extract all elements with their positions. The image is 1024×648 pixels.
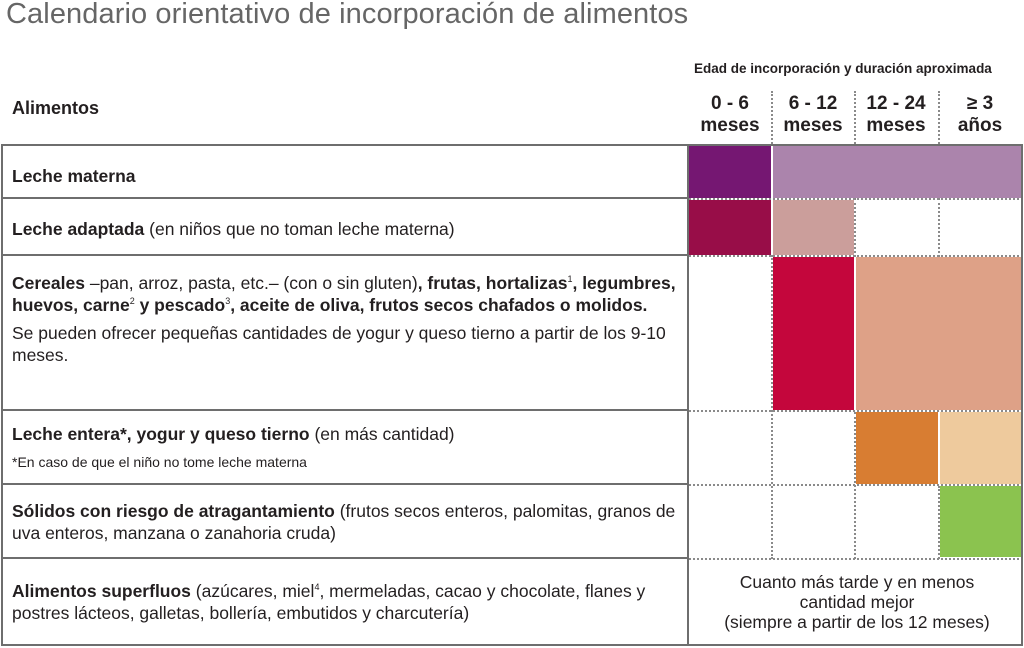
row-cereales: Cereales –pan, arroz, pasta, etc.– (con … [12, 272, 680, 366]
row-leche-adaptada-label: Leche adaptada [12, 219, 145, 239]
cell-leche-materna-0-6 [689, 146, 771, 198]
solidos-label: Sólidos con riesgo de atragantamiento [12, 501, 335, 521]
row-solidos: Sólidos con riesgo de atragantamiento (f… [12, 500, 680, 544]
age-3-header: ≥ 3 años [939, 93, 1021, 137]
row-line [1, 557, 688, 559]
age-12-24-range: 12 - 24 [866, 93, 926, 114]
age-6-12-range: 6 - 12 [788, 93, 838, 114]
row-divider [689, 410, 1023, 412]
row-leche-entera: Leche entera*, yogur y queso tierno (en … [12, 423, 455, 473]
row-cereales-main: Cereales –pan, arroz, pasta, etc.– (con … [12, 272, 680, 316]
final-note-line: cantidad mejor [799, 592, 915, 612]
cereales-extra-note: Se pueden ofrecer pequeñas cantidades de… [12, 323, 666, 365]
superfluos-detail-2: , mermeladas, cacao y chocolate, flanes … [12, 581, 646, 623]
footnote-mark: 1 [567, 274, 573, 285]
cereales-aceite: , aceite de oliva, frutos secos chafados… [230, 295, 648, 315]
age-6-12-unit: meses [783, 115, 843, 136]
age-3-unit: años [957, 115, 1003, 136]
age-12-24-header: 12 - 24 meses [855, 93, 937, 137]
page-title: Calendario orientativo de incorporación … [6, 0, 689, 30]
grid-divider [854, 198, 856, 257]
footnote-mark: 2 [129, 296, 135, 307]
superfluos-label: Alimentos superfluos [12, 581, 191, 601]
cell-leche-adaptada-6-12 [773, 200, 854, 255]
header-divider [854, 91, 856, 144]
row-leche-materna: Leche materna [12, 165, 136, 187]
row-leche-entera-main: Leche entera*, yogur y queso tierno (en … [12, 423, 455, 445]
footnote-mark: 3 [225, 296, 231, 307]
row-line [1, 197, 688, 199]
grid-divider [938, 198, 940, 257]
cell-leche-entera-3 [940, 412, 1022, 484]
final-note-line: Cuanto más tarde y en menos [739, 572, 975, 592]
row-line [1, 254, 688, 256]
header-divider [771, 91, 773, 144]
row-leche-adaptada-detail: (en niños que no toman leche materna) [144, 219, 455, 239]
grid-divider [938, 486, 940, 559]
cell-cereales-6-12 [773, 257, 854, 410]
cereales-frutas: , frutas, hortalizas [417, 273, 568, 293]
cereales-pescado: y pescado [134, 295, 226, 315]
superfluos-detail: (azúcares, miel [190, 581, 315, 601]
footnote-mark: 4 [314, 582, 320, 593]
row-line [1, 483, 688, 485]
header-divider [938, 91, 940, 144]
cereales-detail: –pan, arroz, pasta, etc.– (con o sin glu… [84, 273, 418, 293]
row-leche-materna-label: Leche materna [12, 166, 136, 186]
cereales-label: Cereales [12, 273, 85, 293]
age-12-24-unit: meses [866, 115, 926, 136]
column-divider [687, 144, 689, 646]
foods-column-header: Alimentos [12, 98, 100, 118]
cell-leche-adaptada-0-6 [689, 200, 771, 255]
cell-solidos-3 [940, 486, 1022, 557]
leche-entera-detail: (en más cantidad) [309, 424, 455, 444]
solidos-detail: (frutos secos enteros, palomitas, granos… [12, 501, 676, 543]
table-frame [1, 144, 1023, 646]
leche-entera-label: Leche entera*, yogur y queso tierno [12, 424, 310, 444]
age-6-12-header: 6 - 12 meses [772, 93, 854, 137]
grid-divider [771, 255, 773, 559]
row-divider [689, 558, 1023, 560]
age-0-6-header: 0 - 6 meses [689, 93, 771, 137]
age-3-range: ≥ 3 [966, 93, 994, 114]
cell-leche-materna-after [773, 146, 1022, 198]
row-leche-adaptada: Leche adaptada (en niños que no toman le… [12, 218, 455, 240]
row-superfluos: Alimentos superfluos (azúcares, miel4, m… [12, 580, 680, 624]
cell-leche-entera-12-24 [856, 412, 938, 484]
age-0-6-range: 0 - 6 [710, 93, 750, 114]
row-line [1, 409, 688, 411]
row-divider [689, 255, 1023, 257]
final-note-line: (siempre a partir de los 12 meses) [724, 612, 990, 632]
cell-cereales-after [856, 257, 1022, 410]
row-divider [689, 484, 1023, 486]
cereales-legumbres: , legumbres, huevos, carne [12, 273, 676, 315]
superfluos-age-note: Cuanto más tarde y en menos cantidad mej… [690, 572, 1024, 632]
row-divider [689, 198, 1023, 200]
leche-entera-footnote: *En caso de que el niño no tome leche ma… [12, 454, 307, 470]
age-header-caption: Edad de incorporación y duración aproxim… [694, 61, 992, 76]
age-0-6-unit: meses [700, 115, 760, 136]
